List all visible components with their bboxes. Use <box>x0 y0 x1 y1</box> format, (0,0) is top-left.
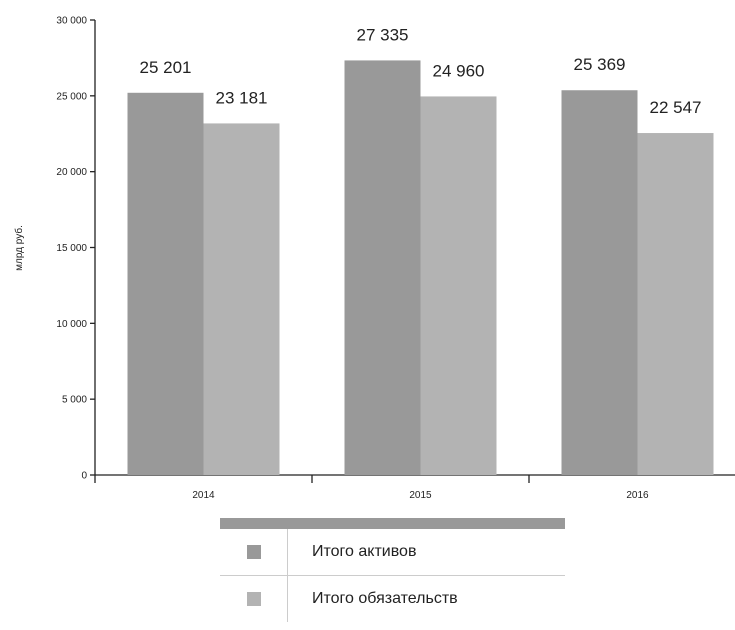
bar-chart: 0 5 000 10 000 15 000 20 000 25 000 30 000 201… <box>13 16 735 501</box>
x-tick-label: 2016 <box>626 490 649 501</box>
x-tick-label: 2015 <box>409 490 432 501</box>
bar-assets <box>561 90 638 476</box>
y-tick-label: 30 000 <box>56 16 87 27</box>
data-label: 24 960 <box>433 61 485 80</box>
data-label: 23 181 <box>216 88 268 107</box>
legend-swatch-liabilities <box>246 592 261 606</box>
bar-assets <box>127 92 204 475</box>
legend-label-assets: Итого активов <box>312 543 417 560</box>
legend-header-bar <box>220 518 565 529</box>
bar-liabilities <box>637 133 714 475</box>
bar-assets <box>344 60 421 476</box>
legend: Итого активов Итого обязательств <box>220 518 565 622</box>
y-tick-label: 5 000 <box>62 395 87 406</box>
y-tick-label: 25 000 <box>56 91 87 102</box>
legend-item-liabilities: Итого обязательств <box>220 576 565 622</box>
y-axis: 0 5 000 10 000 15 000 20 000 25 000 30 000 <box>56 16 96 482</box>
legend-item-assets: Итого активов <box>220 529 565 576</box>
x-tick-label: 2014 <box>192 490 215 501</box>
y-tick-label: 10 000 <box>56 319 87 330</box>
data-label: 22 547 <box>650 98 702 117</box>
legend-swatch-assets <box>246 545 261 559</box>
data-label: 25 201 <box>140 58 192 77</box>
legend-label-liabilities: Итого обязательств <box>312 590 458 607</box>
data-label: 27 335 <box>357 25 409 44</box>
data-label: 25 369 <box>574 55 626 74</box>
bar-liabilities <box>203 123 280 475</box>
y-tick-label: 15 000 <box>56 243 87 254</box>
x-axis: 2014 2015 2016 <box>94 474 735 501</box>
data-labels: 25 201 23 181 27 335 24 960 25 369 22 547 <box>140 25 702 117</box>
y-axis-label: млрд руб. <box>13 225 25 271</box>
y-tick-label: 20 000 <box>56 167 87 178</box>
bar-liabilities <box>420 96 497 475</box>
y-tick-label: 0 <box>81 471 87 482</box>
bars <box>127 60 714 476</box>
